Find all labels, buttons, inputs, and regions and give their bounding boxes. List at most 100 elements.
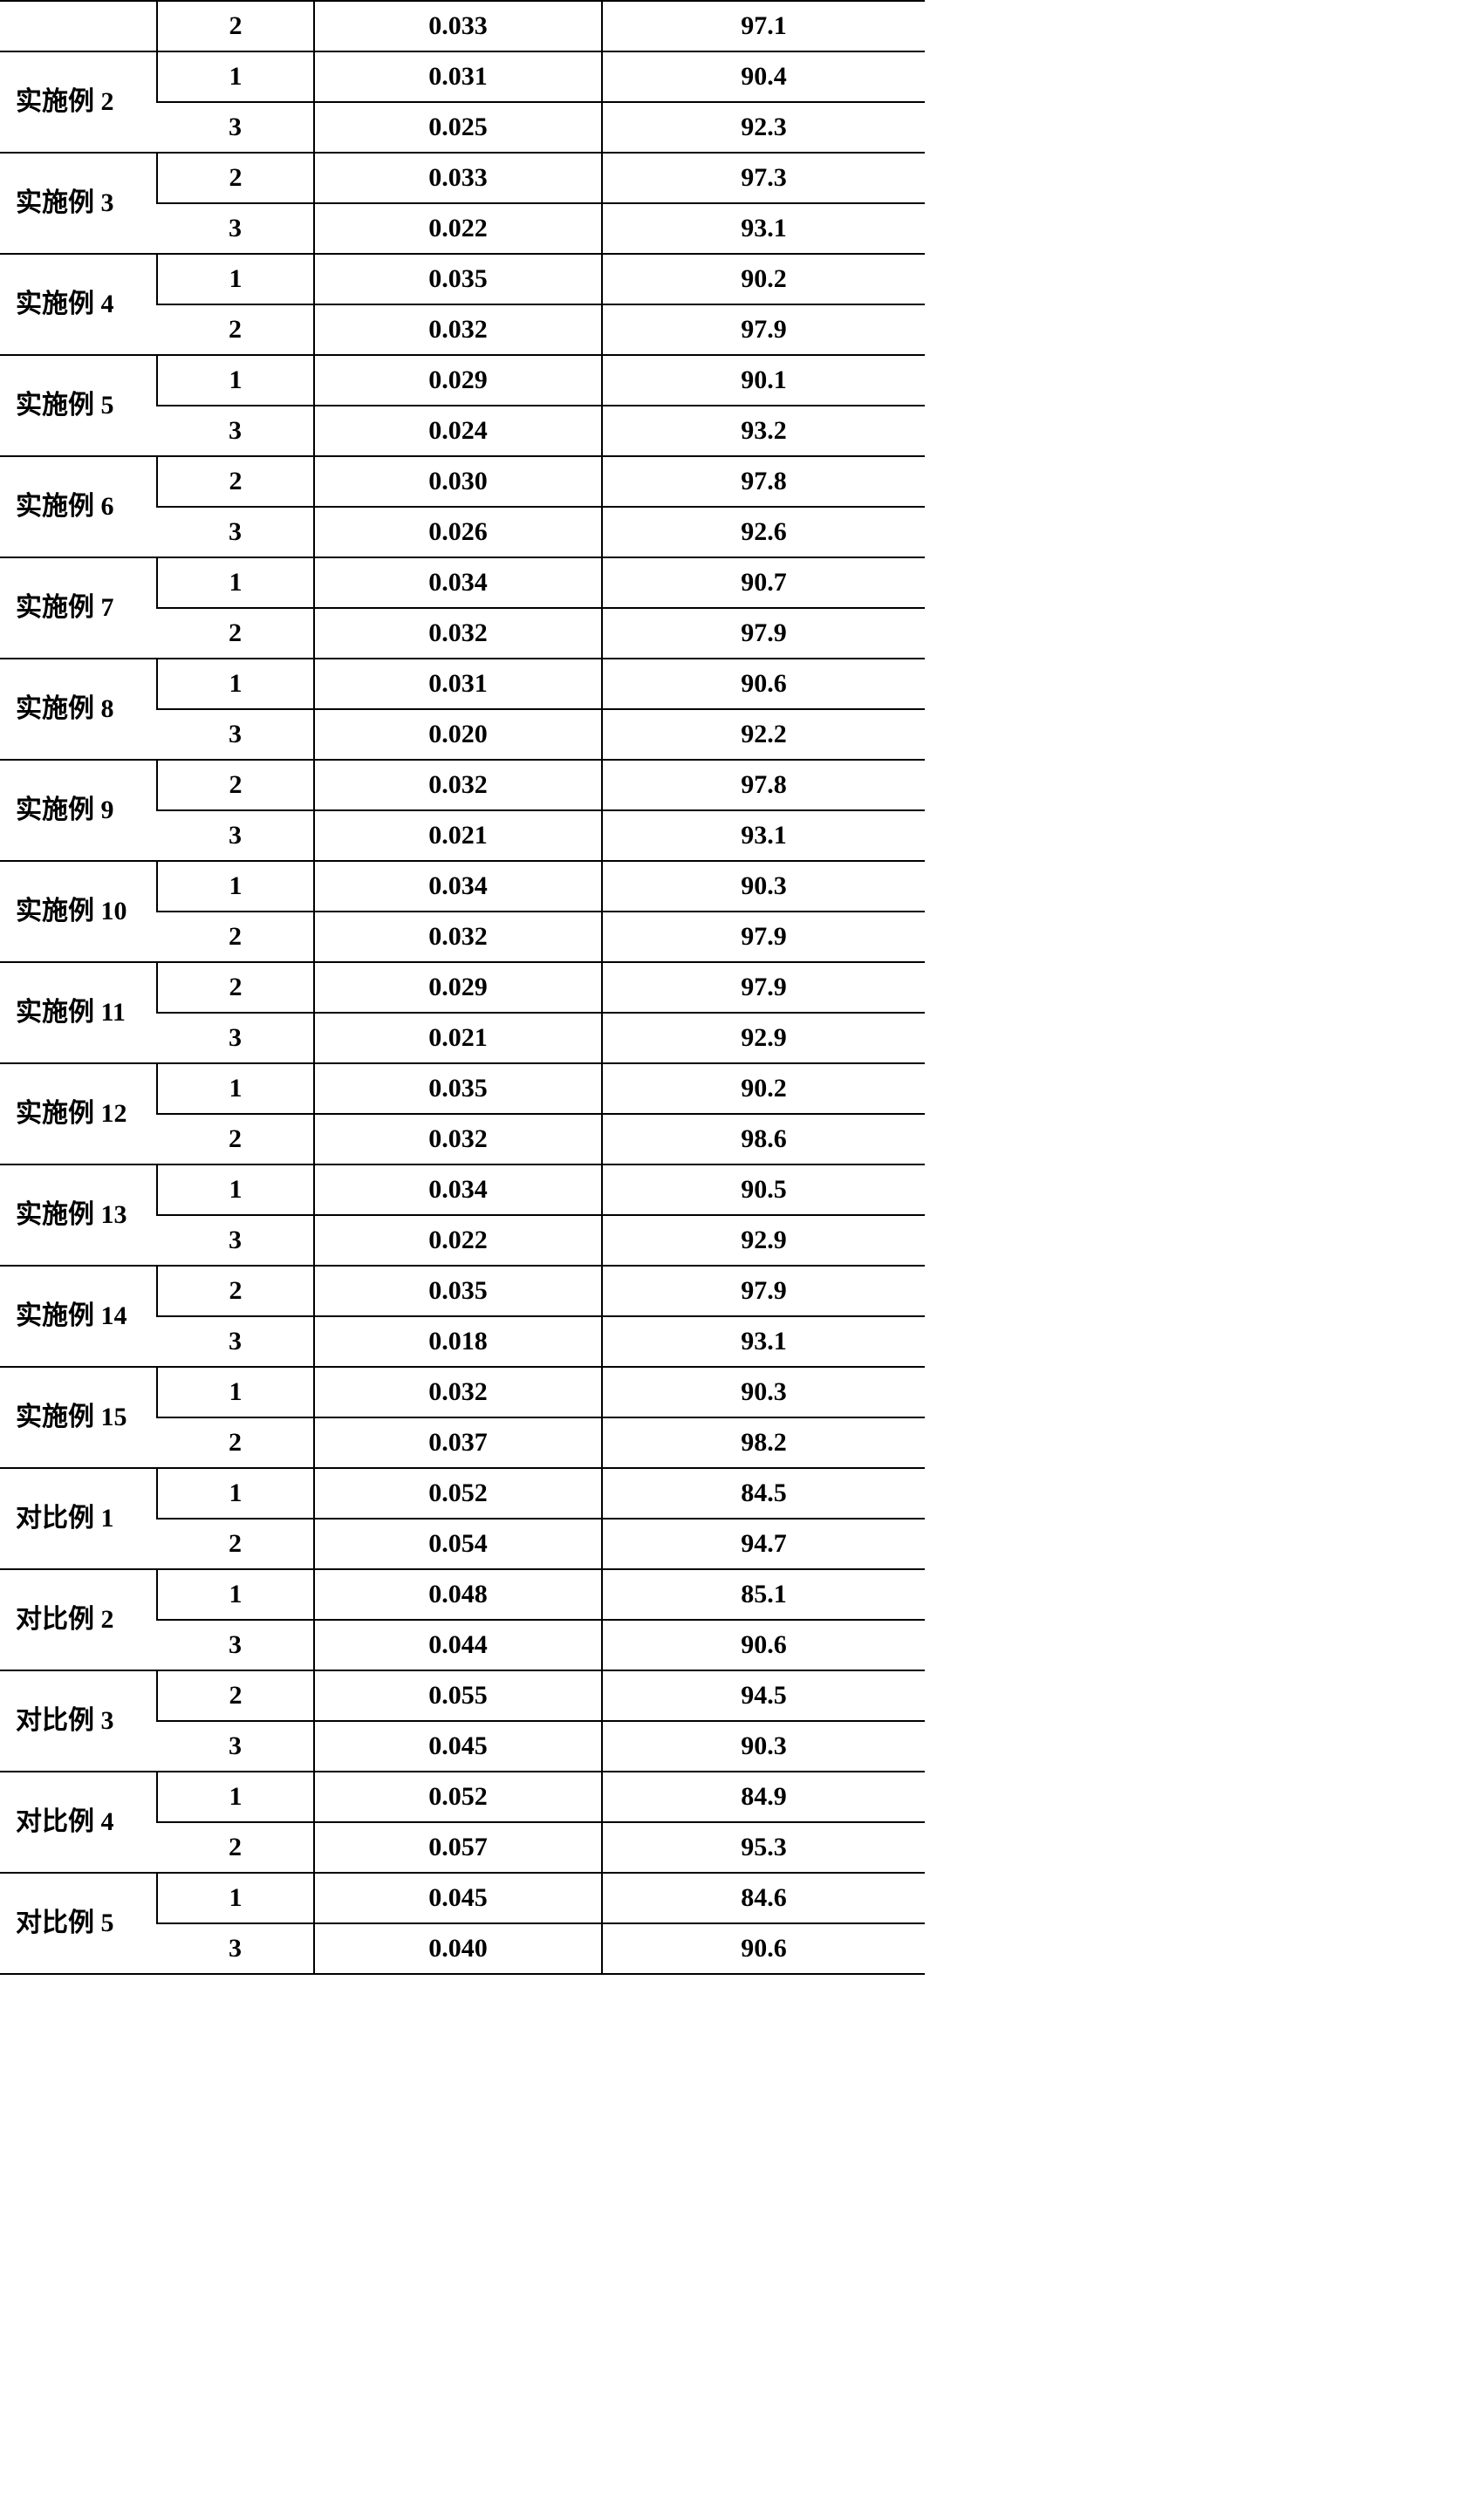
table-cell: 0.031	[314, 659, 602, 709]
table-cell: 1	[157, 1164, 314, 1215]
table-cell: 0.037	[314, 1417, 602, 1468]
table-row: 实施例 210.03190.4	[0, 51, 925, 102]
group-label: 对比例 1	[0, 1468, 157, 1569]
table-cell: 90.5	[602, 1164, 925, 1215]
table-cell: 2	[157, 608, 314, 659]
table-cell: 1	[157, 1873, 314, 1923]
table-cell: 90.2	[602, 254, 925, 304]
table-cell: 2	[157, 1670, 314, 1721]
group-label: 实施例 4	[0, 254, 157, 355]
table-cell: 97.8	[602, 456, 925, 507]
table-cell: 0.022	[314, 203, 602, 254]
table-cell: 84.5	[602, 1468, 925, 1519]
table-cell: 93.1	[602, 810, 925, 861]
table-row: 实施例 1420.03597.9	[0, 1266, 925, 1316]
table-row: 实施例 710.03490.7	[0, 557, 925, 608]
group-label: 实施例 5	[0, 355, 157, 456]
table-cell: 3	[157, 1923, 314, 1974]
table-cell: 0.025	[314, 102, 602, 153]
table-cell: 3	[157, 810, 314, 861]
data-table: 20.03397.1实施例 210.03190.430.02592.3实施例 3…	[0, 0, 925, 1975]
table-row: 实施例 1010.03490.3	[0, 861, 925, 912]
table-cell: 1	[157, 659, 314, 709]
table-cell: 97.9	[602, 962, 925, 1013]
group-label: 实施例 12	[0, 1063, 157, 1164]
table-cell: 97.9	[602, 1266, 925, 1316]
table-cell: 2	[157, 456, 314, 507]
table-cell: 94.5	[602, 1670, 925, 1721]
table-cell: 2	[157, 1114, 314, 1164]
table-cell: 98.6	[602, 1114, 925, 1164]
table-cell: 95.3	[602, 1822, 925, 1873]
table-cell: 97.9	[602, 608, 925, 659]
table-cell: 1	[157, 51, 314, 102]
group-label: 对比例 4	[0, 1772, 157, 1873]
table-cell: 90.3	[602, 1721, 925, 1772]
table-cell: 2	[157, 1266, 314, 1316]
table-row: 实施例 620.03097.8	[0, 456, 925, 507]
table-cell: 2	[157, 1519, 314, 1569]
group-label: 实施例 3	[0, 153, 157, 254]
table-row: 实施例 1510.03290.3	[0, 1367, 925, 1417]
table-cell: 3	[157, 1620, 314, 1670]
table-cell: 2	[157, 153, 314, 203]
table-cell: 97.9	[602, 304, 925, 355]
table-cell: 84.9	[602, 1772, 925, 1822]
table-cell: 0.029	[314, 962, 602, 1013]
table-cell: 3	[157, 1215, 314, 1266]
table-row: 实施例 320.03397.3	[0, 153, 925, 203]
group-label: 实施例 6	[0, 456, 157, 557]
table-cell: 2	[157, 1822, 314, 1873]
group-label: 实施例 13	[0, 1164, 157, 1266]
table-cell: 2	[157, 760, 314, 810]
table-cell: 3	[157, 1721, 314, 1772]
table-cell: 1	[157, 557, 314, 608]
table-cell: 0.030	[314, 456, 602, 507]
group-label: 实施例 2	[0, 51, 157, 153]
table-row: 实施例 1310.03490.5	[0, 1164, 925, 1215]
table-cell: 1	[157, 1772, 314, 1822]
table-cell: 2	[157, 1417, 314, 1468]
table-cell: 94.7	[602, 1519, 925, 1569]
table-cell: 2	[157, 1, 314, 51]
group-label: 实施例 10	[0, 861, 157, 962]
table-cell: 92.2	[602, 709, 925, 760]
table-cell: 0.032	[314, 1367, 602, 1417]
table-cell: 0.048	[314, 1569, 602, 1620]
table-cell: 1	[157, 1063, 314, 1114]
table-cell: 0.033	[314, 1, 602, 51]
table-cell: 0.032	[314, 608, 602, 659]
table-cell: 90.2	[602, 1063, 925, 1114]
table-cell: 0.035	[314, 1266, 602, 1316]
table-cell: 2	[157, 912, 314, 962]
table-cell: 90.6	[602, 659, 925, 709]
group-label: 实施例 9	[0, 760, 157, 861]
group-label: 实施例 7	[0, 557, 157, 659]
table-cell: 0.033	[314, 153, 602, 203]
group-label: 实施例 11	[0, 962, 157, 1063]
table-cell: 0.034	[314, 1164, 602, 1215]
table-cell: 0.032	[314, 304, 602, 355]
table-row: 对比例 410.05284.9	[0, 1772, 925, 1822]
table-cell: 84.6	[602, 1873, 925, 1923]
table-cell: 1	[157, 254, 314, 304]
table-cell: 92.9	[602, 1215, 925, 1266]
table-cell: 3	[157, 102, 314, 153]
table-cell: 90.1	[602, 355, 925, 406]
table-cell: 0.035	[314, 1063, 602, 1114]
table-cell: 1	[157, 355, 314, 406]
table-cell: 3	[157, 709, 314, 760]
table-cell: 0.040	[314, 1923, 602, 1974]
table-row: 实施例 810.03190.6	[0, 659, 925, 709]
table-cell: 3	[157, 1013, 314, 1063]
table-cell: 0.052	[314, 1468, 602, 1519]
table-cell: 0.045	[314, 1873, 602, 1923]
table-cell: 0.035	[314, 254, 602, 304]
table-cell: 97.8	[602, 760, 925, 810]
table-cell: 0.032	[314, 912, 602, 962]
table-cell: 3	[157, 203, 314, 254]
table-cell: 0.018	[314, 1316, 602, 1367]
table-cell: 0.026	[314, 507, 602, 557]
table-row: 实施例 510.02990.1	[0, 355, 925, 406]
table-cell: 85.1	[602, 1569, 925, 1620]
